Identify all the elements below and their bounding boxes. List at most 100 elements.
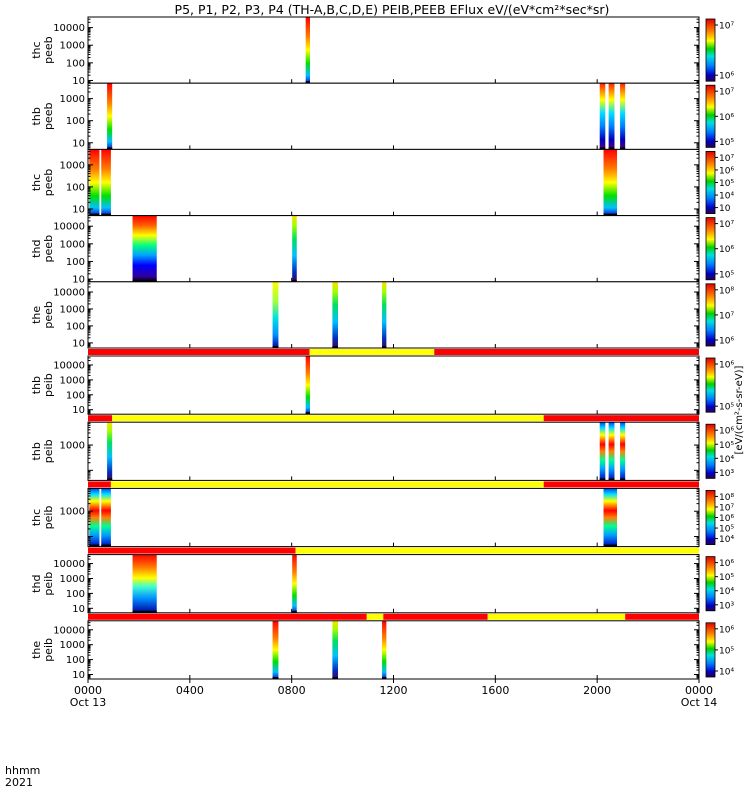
y-tick-label: 100: [66, 589, 85, 600]
mode-bar-segment: [88, 548, 295, 554]
plot-area: [88, 555, 699, 613]
mode-bar-segment: [88, 614, 367, 620]
spectrogram-burst: [382, 621, 386, 679]
colorbar: [706, 218, 715, 280]
mode-bar-segment: [625, 614, 699, 620]
colorbar: [706, 424, 715, 478]
spectrogram-burst: [306, 17, 310, 83]
panel-ylabel: peib: [42, 439, 55, 463]
colorbar-tick-label: 10⁴: [719, 455, 734, 465]
colorbar-tick-label: 10⁴: [719, 192, 734, 202]
x-tick-label: 2000: [583, 684, 611, 697]
colorbar-tick-label: 10⁶: [719, 166, 734, 176]
y-tick-label: 100: [66, 390, 85, 401]
spectrogram-burst: [332, 282, 338, 348]
colorbar: [706, 284, 715, 346]
y-tick-label: 100: [66, 655, 85, 666]
panel-ylabel: peeb: [42, 169, 55, 197]
panel-ylabel: peeb: [42, 103, 55, 131]
plot-area: [88, 356, 699, 414]
spectrogram-burst: [604, 149, 617, 215]
colorbar-tick-label: 10⁶: [719, 337, 734, 347]
plot-area: [88, 216, 699, 282]
colorbar: [706, 557, 715, 611]
spectrogram-burst: [604, 488, 617, 546]
colorbar-tick-label: 10³: [719, 601, 734, 611]
colorbar-tick-label: 10⁵: [719, 179, 734, 189]
colorbar-tick-label: 10⁶: [719, 514, 734, 524]
y-tick-label: 10: [72, 138, 85, 149]
spectrogram-burst: [609, 83, 615, 149]
mode-bar-segment: [383, 614, 487, 620]
y-tick-label: 10000: [53, 625, 85, 636]
mode-bar-segment: [434, 349, 699, 355]
plot-area: [88, 621, 699, 679]
spectrogram-panel: 10 100 1000 10000 thd peib 10³ 10⁴ 10⁵ 10⁶: [30, 548, 734, 615]
x-tick-label: 0400: [176, 684, 204, 697]
panel-ylabel: peeb: [42, 36, 55, 64]
spectrogram-burst: [273, 282, 279, 348]
spectrogram-burst: [609, 422, 615, 480]
y-tick-label: 10000: [53, 360, 85, 371]
y-tick-label: 10: [72, 405, 85, 416]
y-tick-label: 1000: [60, 94, 85, 105]
colorbar-tick-label: 10⁶: [719, 559, 734, 569]
spectrogram-burst: [600, 422, 606, 480]
colorbar-tick-label: 10⁶: [719, 72, 734, 82]
y-tick-label: 1000: [60, 239, 85, 250]
spectrogram-burst: [107, 422, 112, 480]
spectrogram-panel: 10 100 1000 10000 thc peeb 10⁶ 10⁷: [30, 17, 734, 87]
spectrogram-burst: [292, 216, 297, 282]
y-tick-label: 100: [66, 257, 85, 268]
y-tick-label: 100: [66, 182, 85, 193]
colorbar-tick-label: 10⁵: [719, 525, 734, 535]
y-tick-label: 1000: [60, 574, 85, 585]
y-tick-label: 10000: [53, 23, 85, 34]
colorbar-tick-label: 10⁶: [719, 427, 734, 437]
mode-bar-segment: [367, 614, 384, 620]
colorbar-tick-label: 10⁵: [719, 441, 734, 451]
panel-ylabel: peib: [42, 373, 55, 397]
colorbar-tick-label: 10⁵: [719, 270, 734, 280]
colorbar-tick-label: 10⁷: [719, 88, 734, 98]
spectrogram-panel: 101001000thb peeb10⁵10⁶10⁷: [30, 83, 734, 149]
plot-area: [88, 83, 699, 149]
colorbar-tick-label: 10⁸: [719, 493, 734, 503]
colorbar-tick-label: 10⁵: [719, 573, 734, 583]
spectrogram-burst: [332, 621, 338, 679]
colorbar-tick-label: 10⁴: [719, 587, 734, 597]
panel-ylabel: peib: [42, 572, 55, 596]
colorbar-tick-label: 10⁶: [719, 361, 734, 371]
colorbar-tick-label: 10⁷: [719, 220, 734, 230]
mode-bar-segment: [309, 349, 434, 355]
y-tick-label: 10: [72, 76, 85, 87]
spectrogram-burst: [107, 83, 112, 149]
y-tick-label: 1000: [60, 41, 85, 52]
y-tick-label: 10: [72, 338, 85, 349]
y-tick-label: 10000: [53, 222, 85, 233]
colorbar-tick-label: 10⁷: [719, 22, 734, 32]
x-tick-label: 1200: [380, 684, 408, 697]
colorbar-tick-label: 10⁷: [719, 154, 734, 164]
spectrogram-panel: 10100100010000thb peib10⁵10⁶: [30, 349, 734, 416]
spectrogram-panel: 101001000thc peeb10⁳10⁴10⁵10⁶10⁷: [30, 149, 734, 215]
y-tick-label: 10000: [53, 288, 85, 299]
colorbar-tick-label: 10⁴: [719, 668, 734, 678]
colorbar-tick-label: 10³: [719, 469, 734, 479]
spectrogram-burst: [101, 488, 111, 546]
colorbar-tick-label: 10⁷: [719, 503, 734, 513]
plot-area: [88, 422, 699, 480]
colorbar-tick-label: 10⁵: [719, 138, 734, 148]
spectrogram-panel: 1000 thb peib 10³ 10⁴ 10⁵ 10⁶: [30, 415, 734, 480]
panel-ylabel: peib: [42, 638, 55, 662]
colorbar: [706, 19, 715, 81]
spectrogram-burst: [600, 83, 606, 149]
colorbar-tick-label: 10⁳: [719, 204, 731, 214]
colorbar-tick-label: 10⁶: [719, 245, 734, 255]
panel-stack: 10100100010000thc peeb10⁶10⁷101001000thb p…: [30, 17, 734, 681]
x-date-label: Oct 13: [70, 696, 107, 709]
x-tick-label: 1600: [481, 684, 509, 697]
colorbar-tick-label: 10⁸: [719, 286, 734, 296]
y-tick-label: 100: [66, 321, 85, 332]
colorbar: [706, 623, 715, 677]
